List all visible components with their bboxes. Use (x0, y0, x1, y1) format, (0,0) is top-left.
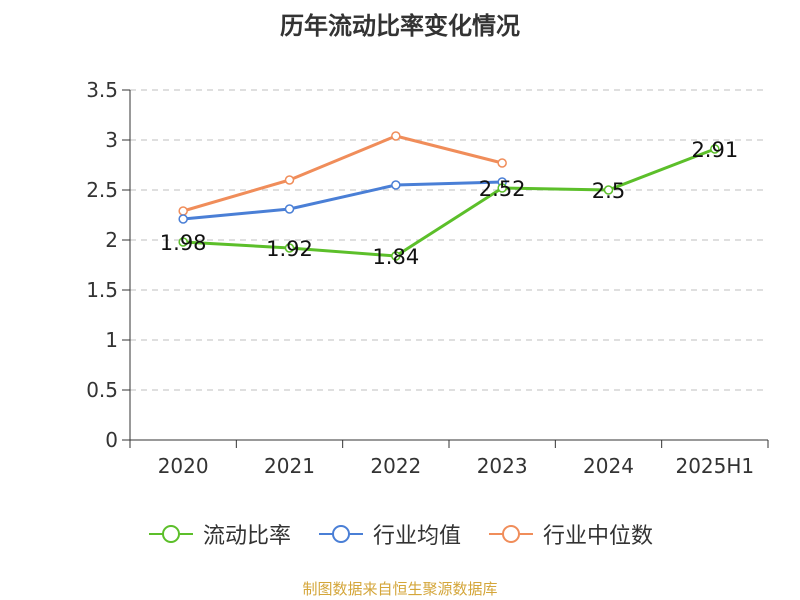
data-point (178, 214, 188, 224)
data-label: 2.5 (592, 179, 625, 203)
data-point (284, 204, 295, 214)
data-point (178, 206, 188, 216)
legend-marker-current-ratio (148, 525, 193, 543)
x-tick-label: 2024 (583, 454, 634, 478)
data-label: 1.98 (160, 231, 207, 255)
y-tick-label: 1 (105, 328, 118, 352)
series-line-0 (183, 147, 716, 258)
series-lines (178, 131, 720, 261)
y-tick-label: 2 (105, 228, 118, 252)
data-point (391, 180, 401, 190)
y-tick-label: 0 (105, 428, 118, 452)
data-point (178, 237, 188, 247)
axes: 0 0.5 1 1.5 2 2.5 3 3.5 2020 2021 2022 2023 2024 2025… (86, 78, 769, 478)
data-label: 2.52 (479, 177, 526, 201)
y-tick-label: 3 (105, 128, 118, 152)
y-tick-label: 3.5 (86, 78, 118, 102)
data-point (497, 183, 507, 193)
x-tick-label: 2020 (158, 454, 209, 478)
x-tick-label: 2023 (477, 454, 528, 478)
data-point (391, 131, 401, 141)
series-line-1 (183, 180, 503, 221)
legend-item-current-ratio[interactable]: 流动比率 (147, 518, 291, 550)
data-source-note: 制图数据来自恒生聚源数据库 (302, 580, 498, 598)
x-tick-label: 2025H1 (675, 454, 754, 478)
data-point (391, 251, 401, 261)
y-tick-label: 1.5 (86, 278, 118, 302)
data-label: 1.92 (266, 237, 313, 261)
chart-title: 历年流动比率变化情况 (280, 12, 520, 40)
data-point (284, 243, 295, 253)
x-tick-label: 2022 (370, 454, 421, 478)
y-tick-label: 2.5 (86, 178, 118, 202)
legend-label-industry-median: 行业中位数 (543, 524, 654, 549)
data-label: 1.84 (372, 245, 419, 269)
legend-item-industry-median[interactable]: 行业中位数 (487, 518, 653, 550)
data-labels: 1.98 1.92 1.84 2.52 2.5 2.91 (160, 138, 738, 269)
data-point (284, 175, 295, 185)
series-line-2 (182, 134, 503, 213)
x-tick-label: 2021 (264, 454, 315, 478)
legend-label-current-ratio: 流动比率 (202, 524, 291, 549)
data-point (603, 185, 614, 195)
legend: 流动比率 行业均值 行业中位数 (0, 518, 800, 550)
data-label: 2.91 (691, 138, 738, 162)
legend-marker-industry-median (489, 525, 533, 543)
legend-marker-industry-avg (318, 525, 363, 543)
grid-lines (130, 89, 768, 391)
data-point (497, 158, 507, 168)
legend-label-industry-avg: 行业均值 (372, 524, 461, 549)
legend-item-industry-avg[interactable]: 行业均值 (317, 518, 461, 550)
data-point (710, 144, 720, 154)
y-tick-label: 0.5 (86, 378, 118, 402)
